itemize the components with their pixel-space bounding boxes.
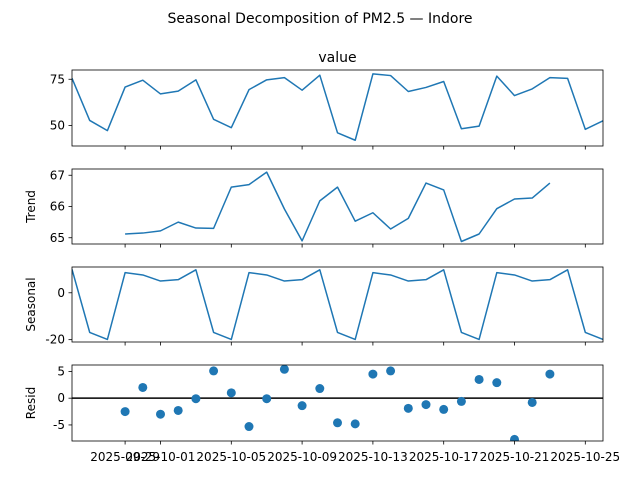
y-axis-label: Resid bbox=[24, 387, 38, 419]
data-point bbox=[368, 369, 378, 379]
series-line-seasonal bbox=[72, 269, 603, 341]
y-tick-label: -20 bbox=[45, 333, 65, 347]
panel-trend: 65 66 67 Trend bbox=[24, 168, 604, 248]
series-trend bbox=[125, 171, 551, 243]
x-tick-label: 2025-10-13 bbox=[338, 450, 408, 464]
data-point bbox=[226, 388, 236, 398]
data-point bbox=[209, 366, 219, 376]
y-tick-label: 67 bbox=[50, 168, 65, 182]
series-resid bbox=[120, 365, 555, 441]
y-tick-label: 66 bbox=[50, 200, 65, 214]
data-point bbox=[315, 384, 325, 394]
data-point bbox=[191, 394, 201, 404]
y-tick-label: 0 bbox=[57, 391, 65, 405]
x-tick-label: 2025-10-21 bbox=[480, 450, 550, 464]
data-point bbox=[173, 405, 183, 415]
x-tick-label: 2025-10-17 bbox=[409, 450, 479, 464]
data-point bbox=[474, 374, 484, 384]
data-point bbox=[120, 407, 130, 417]
x-tick-label: 2025-10-25 bbox=[550, 450, 620, 464]
data-point bbox=[421, 400, 431, 410]
y-axis-label: Seasonal bbox=[24, 277, 38, 331]
data-point bbox=[244, 422, 254, 432]
data-point bbox=[279, 365, 289, 374]
data-point bbox=[510, 434, 519, 441]
data-point bbox=[262, 394, 272, 404]
data-point bbox=[456, 396, 466, 406]
axes-frame-observed bbox=[71, 69, 604, 147]
data-point bbox=[386, 366, 396, 376]
subplot-panels: 50 75 value 65 66 67 Trend -20 0 Seasonal -5 0 5 2025… bbox=[24, 50, 620, 464]
data-point bbox=[333, 418, 342, 428]
data-point bbox=[492, 378, 502, 388]
y-tick-label: 5 bbox=[57, 364, 65, 378]
series-line-observed bbox=[72, 73, 603, 141]
data-point bbox=[545, 369, 555, 379]
y-tick-label: 75 bbox=[50, 72, 65, 86]
panel-title: value bbox=[318, 50, 356, 66]
x-tick-label: 2025-10-05 bbox=[196, 450, 266, 464]
y-tick-label: 65 bbox=[50, 231, 65, 245]
series-seasonal bbox=[72, 269, 603, 341]
data-point bbox=[439, 404, 449, 414]
x-tick-label: 2025-09-29 bbox=[90, 450, 160, 464]
panel-seasonal: -20 0 Seasonal bbox=[24, 266, 604, 347]
data-point bbox=[156, 409, 165, 419]
y-tick-label: 50 bbox=[50, 119, 65, 133]
axes-frame-resid bbox=[71, 364, 604, 442]
x-tick-label: 2025-10-09 bbox=[267, 450, 337, 464]
series-line-trend bbox=[125, 171, 551, 243]
x-tick-label: 2025-10-01 bbox=[126, 450, 196, 464]
data-point bbox=[403, 403, 413, 413]
data-point bbox=[138, 382, 148, 392]
y-tick-label: 0 bbox=[57, 286, 65, 300]
data-point bbox=[297, 401, 307, 411]
panel-observed: 50 75 value bbox=[50, 50, 604, 150]
axes-frame-seasonal bbox=[71, 266, 604, 343]
data-point bbox=[350, 419, 360, 429]
y-tick-label: -5 bbox=[53, 418, 65, 432]
series-observed bbox=[72, 73, 603, 141]
figure-suptitle: Seasonal Decomposition of PM2.5 — Indore bbox=[167, 11, 472, 27]
y-axis-label: Trend bbox=[24, 190, 38, 224]
data-point bbox=[527, 397, 537, 407]
